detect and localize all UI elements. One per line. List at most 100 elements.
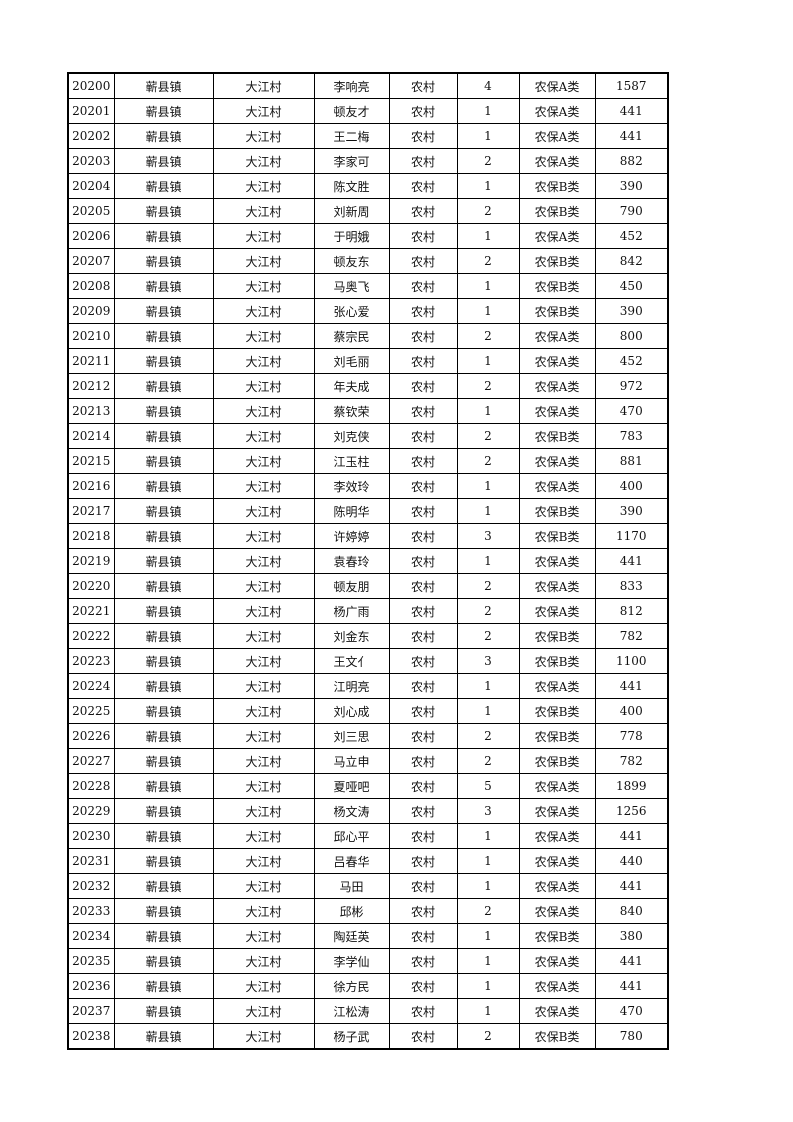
town-cell: 蕲县镇 [113,248,214,274]
village-cell: 大江村 [212,72,315,99]
amount-cell: 441 [594,948,669,974]
amount-cell: 441 [594,823,669,849]
category-cell: 农保A类 [518,398,596,424]
count-cell: 1 [456,223,520,249]
town-cell: 蕲县镇 [113,798,214,824]
table-row: 20208 蕲县镇 大江村 马奥飞 农村 1 农保B类 450 [67,273,669,299]
category-cell: 农保B类 [518,648,596,674]
amount-cell: 380 [594,923,669,949]
name-cell: 顿友才 [313,98,390,124]
type-cell: 农村 [388,973,458,999]
town-cell: 蕲县镇 [113,148,214,174]
category-cell: 农保B类 [518,423,596,449]
table-row: 20219 蕲县镇 大江村 袁春玲 农村 1 农保A类 441 [67,548,669,574]
type-cell: 农村 [388,848,458,874]
table-row: 20224 蕲县镇 大江村 江明亮 农村 1 农保A类 441 [67,673,669,699]
town-cell: 蕲县镇 [113,873,214,899]
amount-cell: 400 [594,473,669,499]
town-cell: 蕲县镇 [113,898,214,924]
category-cell: 农保A类 [518,798,596,824]
name-cell: 李家可 [313,148,390,174]
amount-cell: 800 [594,323,669,349]
count-cell: 1 [456,123,520,149]
name-cell: 顿友东 [313,248,390,274]
category-cell: 农保A类 [518,123,596,149]
amount-cell: 390 [594,498,669,524]
type-cell: 农村 [388,348,458,374]
category-cell: 农保B类 [518,198,596,224]
type-cell: 农村 [388,373,458,399]
id-cell: 20200 [67,72,115,99]
category-cell: 农保A类 [518,223,596,249]
id-cell: 20208 [67,273,115,299]
town-cell: 蕲县镇 [113,398,214,424]
table-row: 20214 蕲县镇 大江村 刘克侠 农村 2 农保B类 783 [67,423,669,449]
type-cell: 农村 [388,773,458,799]
count-cell: 1 [456,273,520,299]
category-cell: 农保A类 [518,948,596,974]
name-cell: 夏哑吧 [313,773,390,799]
name-cell: 陶廷英 [313,923,390,949]
village-cell: 大江村 [212,248,315,274]
type-cell: 农村 [388,823,458,849]
village-cell: 大江村 [212,548,315,574]
id-cell: 20226 [67,723,115,749]
amount-cell: 450 [594,273,669,299]
count-cell: 1 [456,973,520,999]
amount-cell: 1899 [594,773,669,799]
name-cell: 刘金东 [313,623,390,649]
name-cell: 许婷婷 [313,523,390,549]
name-cell: 陈明华 [313,498,390,524]
town-cell: 蕲县镇 [113,673,214,699]
type-cell: 农村 [388,1023,458,1050]
category-cell: 农保A类 [518,373,596,399]
village-cell: 大江村 [212,698,315,724]
category-cell: 农保B类 [518,248,596,274]
category-cell: 农保B类 [518,698,596,724]
amount-cell: 390 [594,298,669,324]
amount-cell: 812 [594,598,669,624]
type-cell: 农村 [388,72,458,99]
count-cell: 2 [456,598,520,624]
type-cell: 农村 [388,648,458,674]
table-row: 20201 蕲县镇 大江村 顿友才 农村 1 农保A类 441 [67,98,669,124]
village-cell: 大江村 [212,723,315,749]
id-cell: 20228 [67,773,115,799]
amount-cell: 390 [594,173,669,199]
table-row: 20232 蕲县镇 大江村 马田 农村 1 农保A类 441 [67,873,669,899]
amount-cell: 790 [594,198,669,224]
village-cell: 大江村 [212,398,315,424]
table-row: 20231 蕲县镇 大江村 吕春华 农村 1 农保A类 440 [67,848,669,874]
table-row: 20236 蕲县镇 大江村 徐方民 农村 1 农保A类 441 [67,973,669,999]
type-cell: 农村 [388,898,458,924]
village-cell: 大江村 [212,773,315,799]
table-row: 20228 蕲县镇 大江村 夏哑吧 农村 5 农保A类 1899 [67,773,669,799]
category-cell: 农保B类 [518,298,596,324]
count-cell: 2 [456,723,520,749]
category-cell: 农保A类 [518,548,596,574]
amount-cell: 441 [594,98,669,124]
amount-cell: 441 [594,873,669,899]
amount-cell: 1100 [594,648,669,674]
category-cell: 农保A类 [518,823,596,849]
table-row: 20221 蕲县镇 大江村 杨广雨 农村 2 农保A类 812 [67,598,669,624]
village-cell: 大江村 [212,123,315,149]
category-cell: 农保B类 [518,273,596,299]
id-cell: 20233 [67,898,115,924]
amount-cell: 842 [594,248,669,274]
town-cell: 蕲县镇 [113,198,214,224]
village-cell: 大江村 [212,348,315,374]
type-cell: 农村 [388,623,458,649]
type-cell: 农村 [388,323,458,349]
name-cell: 江松涛 [313,998,390,1024]
category-cell: 农保A类 [518,348,596,374]
name-cell: 于明娥 [313,223,390,249]
id-cell: 20205 [67,198,115,224]
village-cell: 大江村 [212,673,315,699]
category-cell: 农保B类 [518,523,596,549]
id-cell: 20206 [67,223,115,249]
table-row: 20229 蕲县镇 大江村 杨文涛 农村 3 农保A类 1256 [67,798,669,824]
type-cell: 农村 [388,398,458,424]
town-cell: 蕲县镇 [113,623,214,649]
count-cell: 2 [456,148,520,174]
